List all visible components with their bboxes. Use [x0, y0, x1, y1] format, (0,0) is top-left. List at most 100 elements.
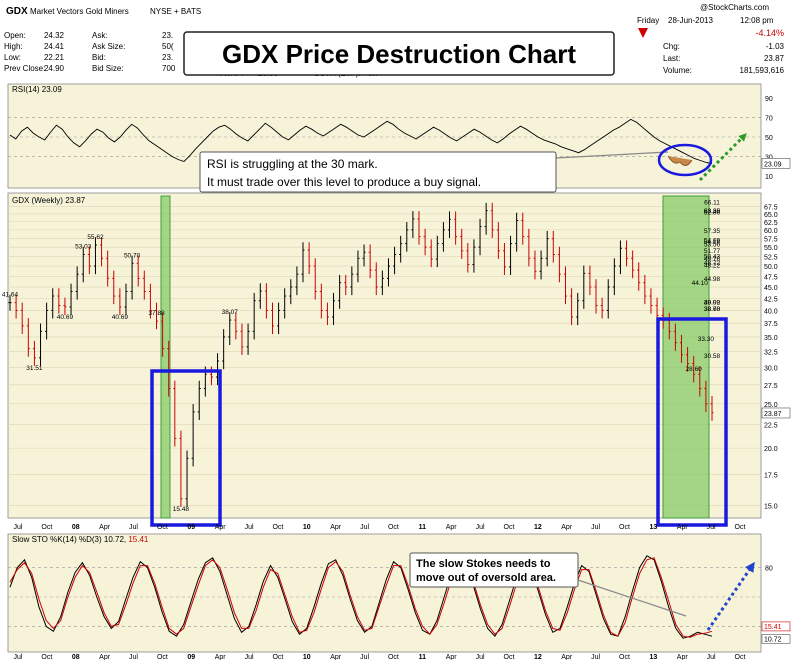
- price-point-label: 55.62: [87, 234, 104, 241]
- price-title: GDX (Weekly) 23.87: [12, 196, 86, 205]
- quote-label: Ask:: [92, 31, 108, 40]
- quote-label: Prev Close:: [4, 64, 45, 73]
- x-tick-lower: Apr: [561, 654, 573, 660]
- x-tick-lower: Jul: [14, 654, 23, 660]
- price-point-label: 41.64: [2, 291, 19, 298]
- price-point-label: 30.58: [704, 353, 721, 360]
- quote-label: High:: [4, 42, 23, 51]
- sto-note-line2: move out of oversold area.: [416, 572, 556, 584]
- price-point-label: 44.98: [704, 276, 721, 283]
- x-tick: Jul: [245, 524, 254, 531]
- rsi-y-tick: 50: [765, 135, 773, 142]
- price-point-label: 66.11: [704, 200, 720, 207]
- x-tick-lower: Apr: [677, 654, 689, 660]
- x-tick: Oct: [504, 524, 515, 531]
- price-point-label: 49.76: [704, 256, 721, 263]
- sto-k-line: [9, 555, 713, 639]
- x-tick: Apr: [446, 524, 458, 531]
- price-point-label: 40.69: [57, 314, 74, 321]
- x-tick-lower: Oct: [157, 654, 168, 660]
- quote-date: 28-Jun-2013: [668, 16, 713, 25]
- price-point-label: 50.70: [124, 252, 141, 259]
- title-banner-box: [183, 31, 615, 76]
- price-y-tick: 35.0: [764, 335, 778, 342]
- price-point-label: 48.22: [704, 262, 721, 269]
- x-tick-lower: Oct: [41, 654, 52, 660]
- price-point-label: 57.35: [704, 228, 721, 235]
- price-y-tick: 42.5: [764, 296, 778, 303]
- highlight-2008-crash: [160, 195, 171, 519]
- price-y-tick: 20.0: [764, 446, 778, 453]
- price-point-label: 38.70: [704, 306, 721, 313]
- quote-value: 24.41: [44, 42, 65, 51]
- x-tick-lower: 13: [649, 654, 657, 660]
- quote-label: Ask Size:: [92, 42, 125, 51]
- quote-right: Chg: -1.03 Last: 23.87 Volume: 181,593,616: [663, 42, 785, 75]
- price-y-tick: 55.0: [764, 245, 778, 252]
- rsi-callout-box: [199, 151, 557, 193]
- price-y-tick: 15.0: [764, 503, 778, 510]
- price-y-tick: 37.5: [764, 321, 778, 328]
- quote-value: 24.90: [44, 64, 65, 73]
- sto-up-arrow: [706, 561, 755, 631]
- x-tick-lower: Oct: [272, 654, 283, 660]
- price-y-tick: 60.0: [764, 228, 778, 235]
- x-tick-lower: Apr: [446, 654, 458, 660]
- rsi-last-box: [761, 158, 791, 169]
- x-tick-lower: Oct: [504, 654, 515, 660]
- rsi-callout: RSI is struggling at the 30 mark. It mus…: [199, 133, 747, 193]
- x-tick: Jul: [14, 524, 23, 531]
- price-y-tick: 57.5: [764, 236, 778, 243]
- x-tick-lower: 12: [534, 654, 542, 660]
- x-tick-lower: 10: [303, 654, 311, 660]
- quote-label: Chg:: [663, 42, 680, 51]
- rsi-y-tick: 90: [765, 96, 773, 103]
- price-y-tick: 25.0: [764, 402, 778, 409]
- price-y-tick: 62.5: [764, 220, 778, 227]
- price-y-tick: 27.5: [764, 383, 778, 390]
- box-2013-low: [656, 317, 728, 527]
- price-y-tick: 52.5: [764, 254, 778, 261]
- x-tick-lower: Jul: [360, 654, 369, 660]
- rsi-low-blob: [667, 155, 693, 166]
- price-y-tick: 65.0: [764, 212, 778, 219]
- price-point-label: 63.30: [704, 208, 721, 215]
- x-tick: 13: [649, 524, 657, 531]
- price-point-label: 53.56: [704, 241, 721, 248]
- x-tick-lower: Jul: [476, 654, 485, 660]
- price-point-label: 53.03: [75, 243, 92, 250]
- x-tick: Oct: [388, 524, 399, 531]
- rsi-note-line1: RSI is struggling at the 30 mark.: [207, 157, 378, 171]
- price-point-label: 33.30: [698, 336, 715, 343]
- x-tick: 08: [72, 524, 80, 531]
- x-tick-lower: 09: [187, 654, 195, 660]
- chart-title: GDX Price Destruction Chart: [222, 39, 576, 69]
- price-point-label: 37.88: [148, 310, 165, 317]
- price-point-label: 63.35: [704, 208, 721, 215]
- x-tick-lower: Jul: [129, 654, 138, 660]
- price-point-label: 15.48: [173, 506, 190, 513]
- rsi-line: [9, 118, 713, 164]
- rsi-y-tick: 70: [765, 115, 773, 122]
- x-tick-lower: Apr: [215, 654, 227, 660]
- price-panel: GDX (Weekly) 23.87 41.64 31.51 40.69 53.03 5…: [2, 192, 791, 527]
- quote-value: 700: [162, 64, 176, 73]
- price-y-tick: 22.5: [764, 423, 778, 430]
- x-tick: 12: [534, 524, 542, 531]
- quote-value: 23.: [162, 31, 173, 40]
- x-tick: Oct: [41, 524, 52, 531]
- box-2008-low: [150, 369, 222, 527]
- sto-last-value-k: 10.72: [764, 636, 782, 643]
- price-point-label: 40.02: [704, 299, 721, 306]
- rsi-callout-pointer: [555, 151, 669, 159]
- sto-title: Slow STO %K(14) %D(3) 10.72, 15.41: [12, 535, 149, 544]
- price-y-tick: 40.0: [764, 308, 778, 315]
- highlight-2013-crash: [662, 195, 710, 519]
- price-panel-bg: [7, 192, 762, 519]
- price-point-label: 38.68: [704, 306, 721, 313]
- x-tick: Apr: [330, 524, 342, 531]
- quote-left: Open: 24.32 High: 24.41 Low: 22.21 Prev Close:…: [4, 31, 65, 73]
- down-triangle-icon: [638, 28, 648, 38]
- x-tick: Oct: [272, 524, 283, 531]
